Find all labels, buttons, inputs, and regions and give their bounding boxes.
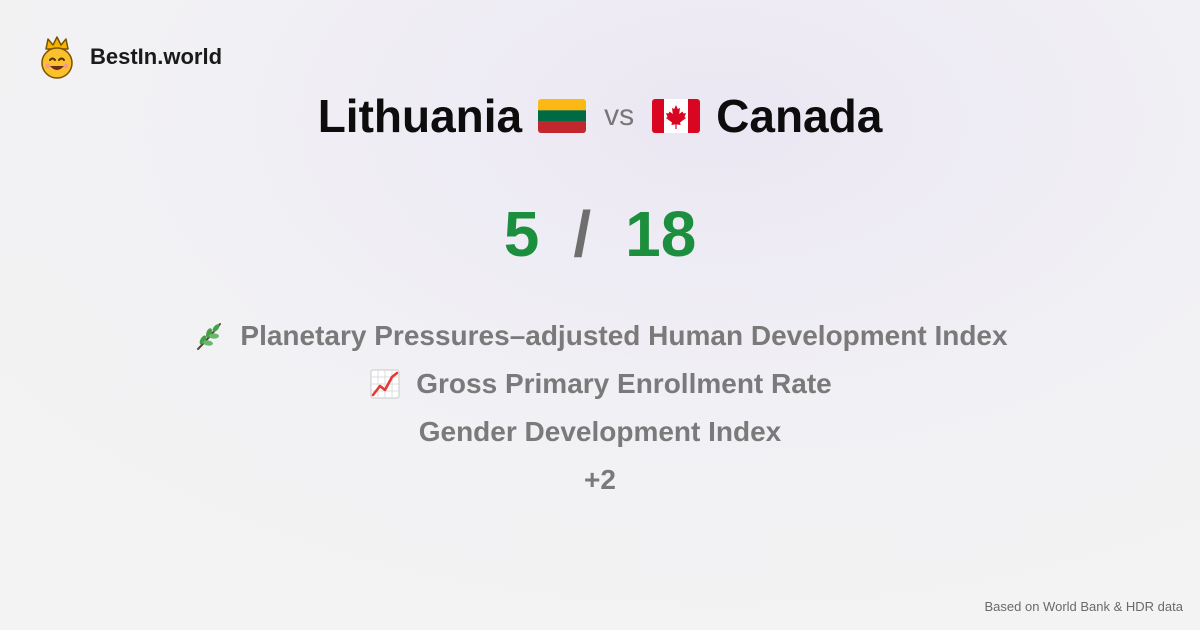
country-a-name: Lithuania	[317, 90, 523, 142]
comparison-title: Lithuania vs Canada	[0, 84, 1200, 148]
chart-increasing-icon	[370, 369, 400, 399]
herb-icon	[197, 323, 222, 350]
metric-label: +2	[584, 464, 616, 495]
brand-name: BestIn.world	[90, 44, 223, 69]
vs-label: vs	[604, 99, 635, 132]
metric-label: Gross Primary Enrollment Rate	[416, 368, 832, 399]
brand[interactable]: BestIn.world	[38, 35, 222, 79]
metric-label: Gender Development Index	[418, 416, 782, 447]
score: 5 / 18	[0, 196, 1200, 272]
more-metrics-count[interactable]: +2	[584, 456, 616, 504]
metric-item[interactable]: Planetary Pressures–adjusted Human Devel…	[192, 312, 1008, 360]
metric-label: Planetary Pressures–adjusted Human Devel…	[240, 320, 1008, 351]
metric-item[interactable]: Gender Development Index	[419, 408, 782, 456]
lithuania-flag-icon	[538, 99, 587, 133]
metric-item[interactable]: Gross Primary Enrollment Rate	[368, 360, 832, 408]
score-a: 5	[503, 198, 540, 270]
crowned-smiley-icon	[41, 36, 73, 79]
country-b-name: Canada	[716, 90, 883, 142]
score-b: 18	[625, 198, 697, 270]
source-footer: Based on World Bank & HDR data	[984, 599, 1183, 614]
canada-flag-icon	[652, 99, 701, 133]
score-separator: /	[573, 198, 592, 270]
metric-list: Planetary Pressures–adjusted Human Devel…	[0, 312, 1200, 504]
